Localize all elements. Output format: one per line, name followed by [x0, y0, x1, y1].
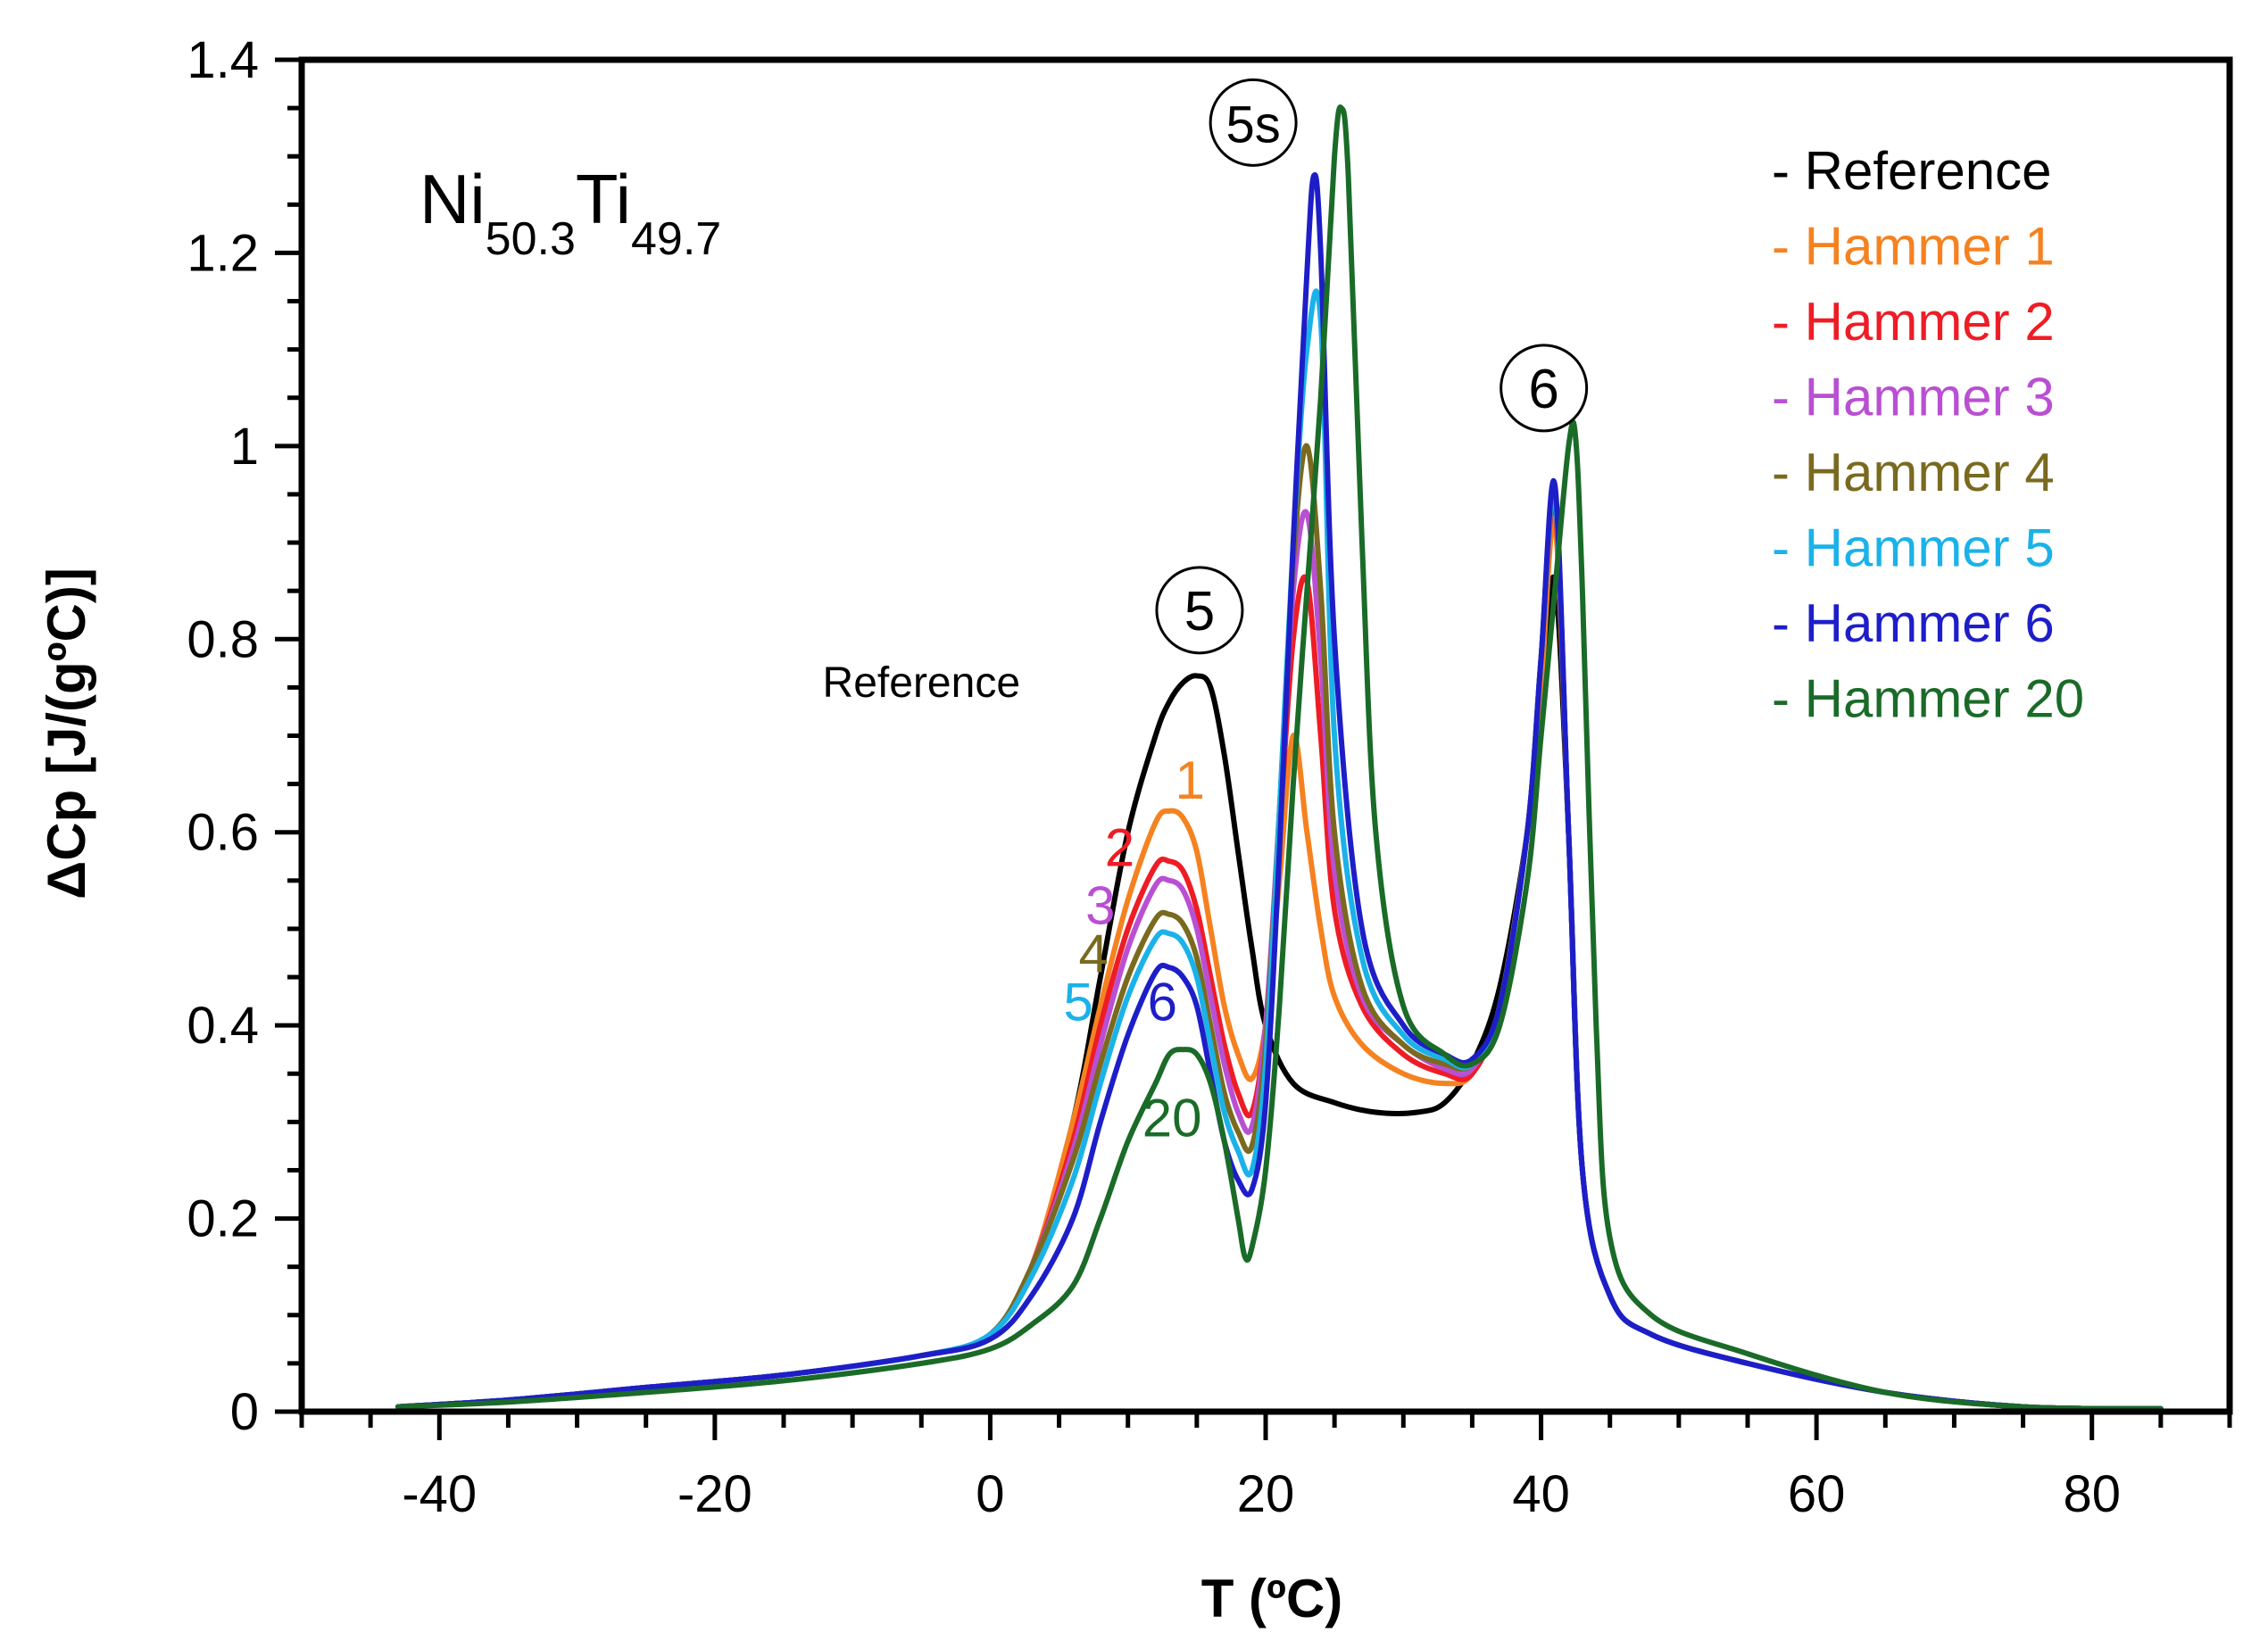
- curve-label: 20: [1142, 1089, 1202, 1148]
- x-tick-label: 60: [1788, 1465, 1846, 1523]
- curve-label: 1: [1175, 750, 1204, 810]
- alloy-subscript-ti: 49.7: [631, 213, 721, 265]
- peak-marker-circle: [1155, 566, 1244, 655]
- y-axis-title: ΔCp [J/(gºC)]: [37, 568, 96, 899]
- x-axis-title: T (ºC): [1201, 1569, 1343, 1628]
- legend-entry: - Hammer 2: [1772, 292, 2055, 352]
- x-tick-label: 0: [976, 1465, 1004, 1523]
- x-tick-label: 80: [2063, 1465, 2121, 1523]
- curve-label: 2: [1105, 818, 1134, 878]
- y-tick-label: 1: [230, 418, 259, 476]
- legend-entry: - Hammer 3: [1772, 368, 2055, 427]
- curve-label: 6: [1148, 973, 1177, 1032]
- peak-marker-label: 5s: [1225, 95, 1280, 153]
- y-tick-label: 0.8: [187, 610, 259, 668]
- y-tick-label: 0.4: [187, 997, 259, 1055]
- curve-label: 4: [1078, 924, 1108, 984]
- x-tick-label: -20: [677, 1465, 752, 1523]
- peak-annotations: 5 5s 6: [1155, 78, 1589, 655]
- peak-marker-circle: [1500, 344, 1589, 433]
- series-line-7: [395, 104, 2164, 1412]
- peak-marker-circle: [1209, 78, 1298, 167]
- peak-marker-label: 6: [1528, 359, 1558, 420]
- x-tick-label: 20: [1237, 1465, 1295, 1523]
- y-tick-label: 1.4: [187, 31, 259, 89]
- alloy-element-ti: Ti: [576, 160, 631, 238]
- curve-label: 3: [1085, 876, 1115, 936]
- x-tick-label: 40: [1512, 1465, 1570, 1523]
- series-line-6: [395, 172, 2164, 1412]
- legend-entry: - Hammer 4: [1772, 443, 2055, 502]
- legend-entry: - Reference: [1772, 141, 2051, 201]
- peak-marker-label: 5: [1184, 581, 1215, 642]
- y-tick-label: 0.6: [187, 804, 259, 862]
- legend-entry: - Hammer 1: [1772, 217, 2055, 277]
- legend-entry: - Hammer 20: [1772, 669, 2084, 729]
- legend-entry: - Hammer 6: [1772, 593, 2055, 653]
- y-tick-label: 1.2: [187, 224, 259, 282]
- y-tick-label: 0: [230, 1383, 259, 1441]
- x-axis: -40 -20 0 20 40 60 80: [299, 1412, 2232, 1523]
- legend-entry: - Hammer 5: [1772, 518, 2055, 578]
- alloy-composition-label: Ni50.3Ti49.7: [420, 160, 721, 265]
- curve-label: 5: [1063, 973, 1092, 1032]
- curve-label: Reference: [823, 659, 1020, 707]
- legend: - Reference - Hammer 1 - Hammer 2 - Hammer …: [1772, 141, 2084, 729]
- y-tick-label: 0.2: [187, 1190, 259, 1248]
- x-tick-label: -40: [402, 1465, 477, 1523]
- alloy-subscript-ni: 50.3: [486, 213, 576, 265]
- series-lines: [395, 104, 2164, 1412]
- y-axis: 0 0.2 0.4 0.6 0.8 1 1.2 1.4: [187, 31, 302, 1441]
- alloy-element-ni: Ni: [420, 160, 486, 238]
